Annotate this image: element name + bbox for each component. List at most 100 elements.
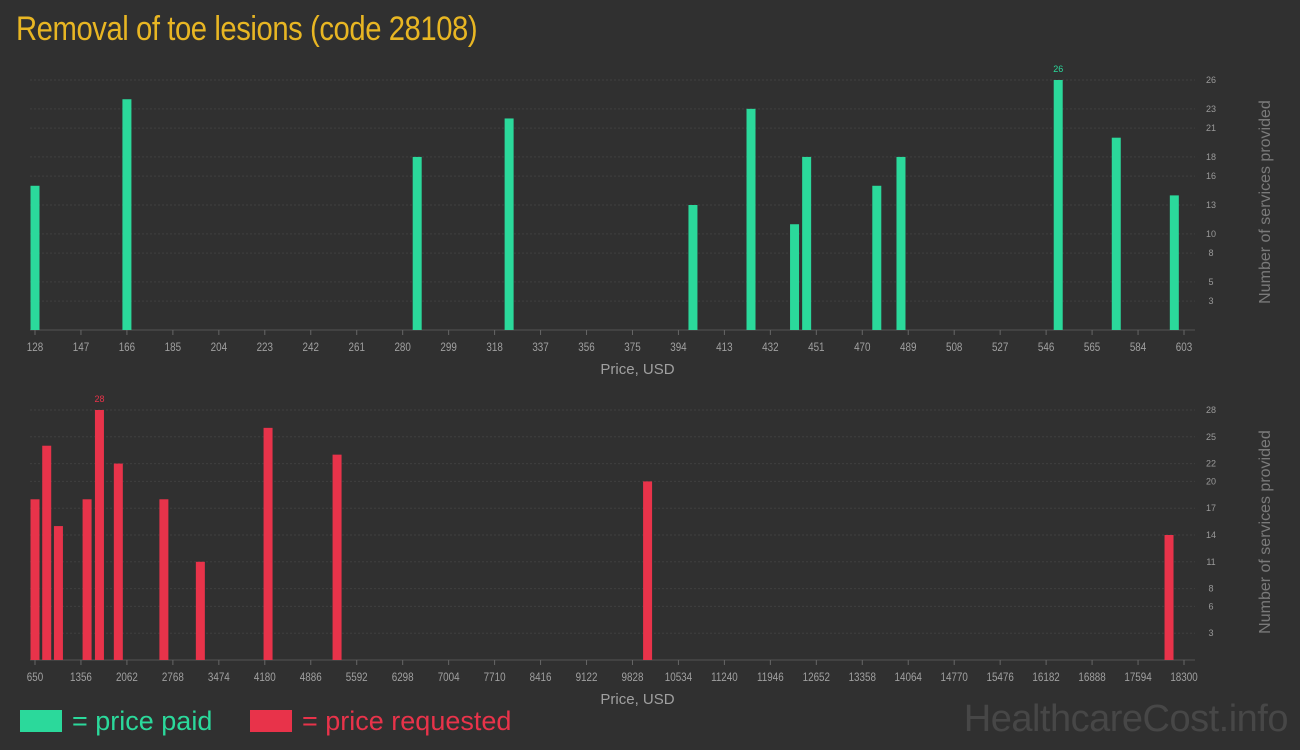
bar <box>53 526 63 660</box>
x-tick-label: 299 <box>440 341 456 354</box>
x-tick-label: 546 <box>1038 341 1054 354</box>
max-value-label: 28 <box>94 394 104 404</box>
x-tick-label: 527 <box>992 341 1008 354</box>
x-tick-label: 650 <box>27 671 43 684</box>
bar <box>195 561 205 660</box>
y-tick-label: 25 <box>1206 432 1216 442</box>
y-tick-label: 5 <box>1208 277 1213 287</box>
x-tick-label: 489 <box>900 341 916 354</box>
max-value-label: 26 <box>1053 64 1063 74</box>
y-tick-label: 18 <box>1206 152 1216 162</box>
y-tick-label: 26 <box>1206 75 1216 85</box>
x-tick-label: 185 <box>165 341 181 354</box>
y-axis-label: Number of services provided <box>1257 100 1274 304</box>
x-tick-label: 128 <box>27 341 43 354</box>
x-tick-label: 5592 <box>346 671 368 684</box>
x-tick-label: 204 <box>211 341 227 354</box>
y-tick-label: 8 <box>1208 248 1213 258</box>
bar <box>42 445 52 660</box>
x-tick-label: 280 <box>394 341 410 354</box>
bar <box>94 410 104 660</box>
x-tick-label: 1356 <box>70 671 92 684</box>
x-tick-label: 11946 <box>757 671 784 684</box>
x-tick-label: 261 <box>349 341 365 354</box>
x-tick-label: 2768 <box>162 671 184 684</box>
bar <box>643 481 653 660</box>
bar <box>159 499 169 660</box>
x-tick-label: 508 <box>946 341 962 354</box>
x-tick-label: 11240 <box>711 671 738 684</box>
bar <box>263 427 273 660</box>
x-tick-label: 3474 <box>208 671 230 684</box>
x-tick-label: 223 <box>257 341 273 354</box>
bar <box>30 185 40 330</box>
x-tick-label: 4180 <box>254 671 276 684</box>
x-tick-label: 375 <box>624 341 640 354</box>
x-tick-label: 356 <box>578 341 594 354</box>
bar <box>896 156 906 330</box>
chart-title: Removal of toe lesions (code 28108) <box>16 10 478 48</box>
bar <box>122 99 132 330</box>
x-tick-label: 8416 <box>530 671 552 684</box>
x-tick-label: 17594 <box>1124 671 1151 684</box>
bar <box>802 156 812 330</box>
y-tick-label: 16 <box>1206 171 1216 181</box>
chart-requested: 3 6 8 11 14 17 20 22 25 28 650 1356 2062 2768 3474 4180… <box>27 394 1274 708</box>
x-tick-label: 9828 <box>622 671 644 684</box>
legend-requested-label: = price requested <box>302 705 512 736</box>
x-tick-label: 242 <box>303 341 319 354</box>
x-tick-label: 603 <box>1176 341 1192 354</box>
x-tick-label: 16182 <box>1032 671 1059 684</box>
legend-paid-label: = price paid <box>72 705 213 736</box>
chart-paid: 3 5 8 10 13 16 18 21 23 26 128 147 166 185 204 223 242 26… <box>27 64 1274 378</box>
y-tick-label: 6 <box>1208 601 1213 611</box>
x-tick-label: 6298 <box>392 671 414 684</box>
x-tick-label: 413 <box>716 341 732 354</box>
watermark-logo: HealthcareCost.info <box>963 698 1289 740</box>
x-tick-label: 147 <box>73 341 89 354</box>
bar <box>1169 195 1179 330</box>
bar <box>872 185 882 330</box>
y-tick-label: 13 <box>1206 200 1216 210</box>
bar <box>1164 535 1174 660</box>
x-tick-label: 337 <box>532 341 548 354</box>
legend-paid: = price paid <box>20 704 212 738</box>
bar <box>1111 137 1121 330</box>
y-tick-label: 23 <box>1206 104 1216 114</box>
y-tick-label: 21 <box>1206 123 1216 133</box>
x-tick-label: 565 <box>1084 341 1100 354</box>
x-axis-label: Price, USD <box>600 691 674 708</box>
x-tick-label: 12652 <box>803 671 830 684</box>
x-tick-label: 394 <box>670 341 686 354</box>
x-tick-label: 14770 <box>941 671 968 684</box>
x-tick-label: 451 <box>808 341 824 354</box>
y-tick-label: 8 <box>1208 584 1213 594</box>
y-tick-label: 3 <box>1208 296 1213 306</box>
bar <box>412 156 422 330</box>
x-tick-label: 14064 <box>895 671 922 684</box>
bar <box>113 463 123 660</box>
bar <box>688 205 698 330</box>
bar <box>332 454 342 660</box>
bar <box>504 118 514 330</box>
x-axis-label: Price, USD <box>600 361 674 378</box>
x-tick-label: 318 <box>486 341 502 354</box>
legend-paid-swatch <box>20 710 62 732</box>
y-tick-label: 3 <box>1208 628 1213 638</box>
x-tick-label: 2062 <box>116 671 138 684</box>
legend-requested: = price requested <box>250 704 511 738</box>
bar <box>82 499 92 660</box>
x-tick-label: 166 <box>119 341 135 354</box>
x-tick-label: 15476 <box>986 671 1013 684</box>
y-tick-label: 17 <box>1206 503 1216 513</box>
y-tick-label: 14 <box>1206 530 1216 540</box>
y-tick-label: 10 <box>1206 229 1216 239</box>
bar <box>30 499 40 660</box>
x-tick-label: 584 <box>1130 341 1146 354</box>
x-tick-label: 9122 <box>576 671 598 684</box>
y-tick-label: 28 <box>1206 405 1216 415</box>
bar <box>1053 80 1063 330</box>
x-tick-label: 7710 <box>484 671 506 684</box>
x-tick-label: 13358 <box>849 671 876 684</box>
